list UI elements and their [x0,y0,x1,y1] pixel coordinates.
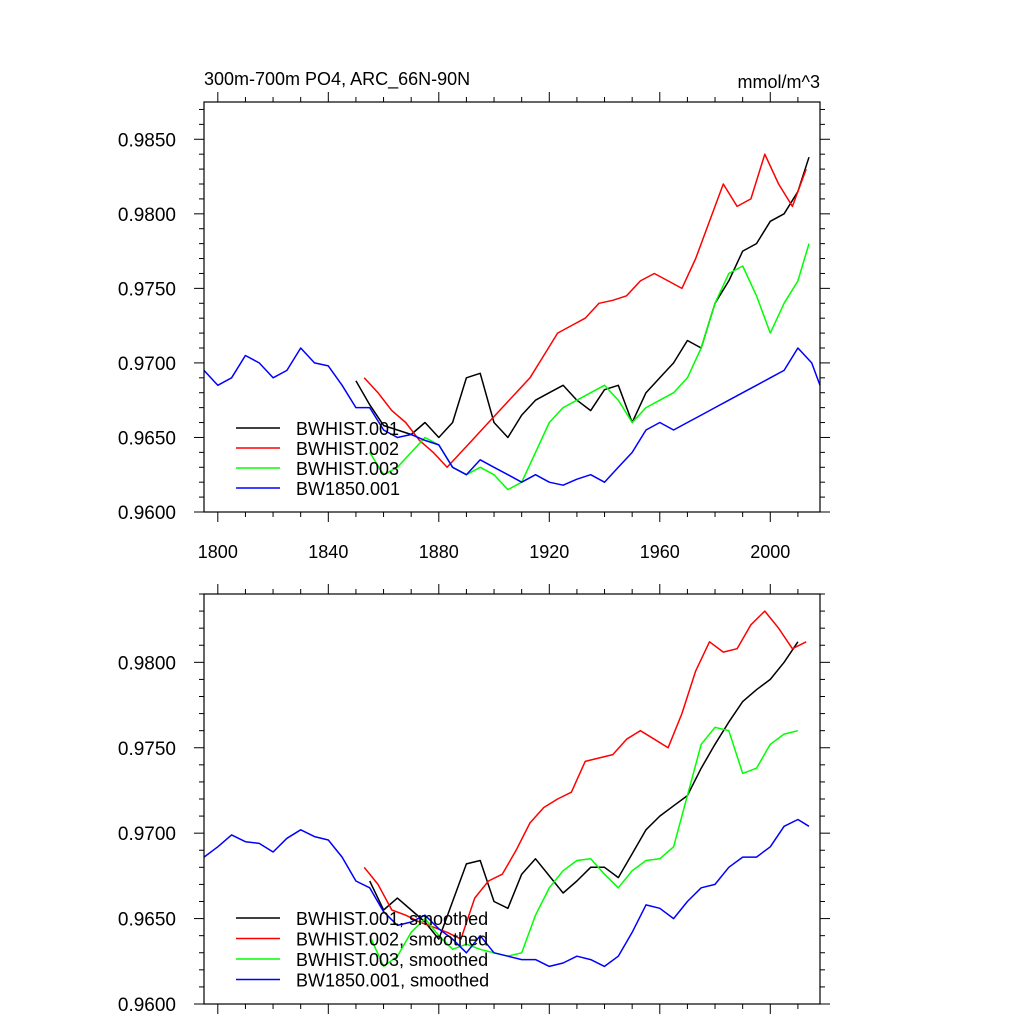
y-tick-label: 0.9650 [118,428,176,449]
legend-label: BW1850.001, smoothed [296,971,489,991]
y-tick-label: 0.9700 [118,824,176,845]
units-label: mmol/m^3 [738,72,820,92]
y-tick-label: 0.9750 [118,279,176,300]
legend-label: BWHIST.003 [296,459,399,479]
legend-label: BW1850.001 [296,479,400,499]
legend-label: BWHIST.002 [296,439,399,459]
legend-label: BWHIST.001, smoothed [296,909,488,929]
legend-label: BWHIST.002, smoothed [296,930,488,950]
y-tick-label: 0.9700 [118,354,176,375]
y-tick-label: 0.9750 [118,739,176,760]
series-line-bwhist-001-smoothed [369,641,799,940]
x-tick-label: 1960 [640,542,680,562]
y-tick-label: 0.9850 [118,130,176,151]
y-tick-label: 0.9600 [118,995,176,1016]
series-line-bwhist-003 [369,243,810,491]
top-panel: 300m-700m PO4, ARC_66N-90N mmol/m^3 1800… [118,69,830,562]
legend-label: BWHIST.001 [296,419,399,439]
x-tick-label: 1920 [529,542,569,562]
x-tick-label: 2000 [750,542,790,562]
y-tick-label: 0.9650 [118,910,176,931]
x-tick-label: 1840 [308,542,348,562]
bottom-panel: 0.9600 0.9650 0.9700 0.9750 0.9800 BWHIST.00… [118,584,830,1016]
y-tick-label: 0.9800 [118,653,176,674]
series-line-bwhist-002 [363,153,807,469]
series-line-bwhist-002-smoothed [363,610,807,940]
x-tick-label: 1880 [419,542,459,562]
y-tick-label: 0.9600 [118,503,176,524]
series-line-bw1850-001-smoothed [203,818,810,968]
x-tick-label: 1800 [198,542,238,562]
series-line-bw1850-001 [203,347,821,486]
chart-title: 300m-700m PO4, ARC_66N-90N [204,69,470,90]
series-line-bwhist-001 [355,156,810,439]
y-tick-label: 0.9800 [118,205,176,226]
series-line-bwhist-003-smoothed [369,726,799,968]
top-plot-frame [203,101,821,513]
legend-label: BWHIST.003, smoothed [296,950,488,970]
